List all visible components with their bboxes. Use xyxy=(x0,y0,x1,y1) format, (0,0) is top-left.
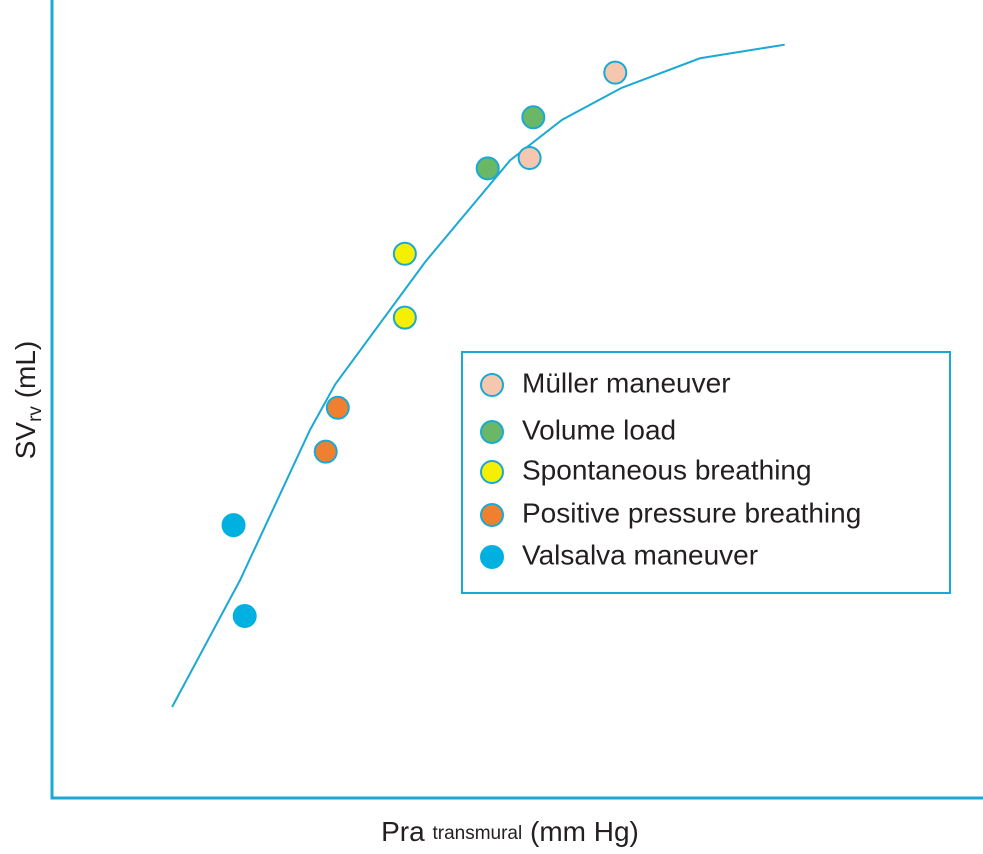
data-point xyxy=(475,156,500,181)
data-point xyxy=(232,604,257,629)
data-point xyxy=(221,513,246,538)
fit-curve xyxy=(171,43,785,708)
x-label-rest: (mm Hg) xyxy=(530,816,639,847)
data-point xyxy=(603,60,628,85)
y-axis-label: SVrv (mL) xyxy=(10,341,46,460)
legend-marker xyxy=(480,420,504,444)
x-axis-label: Pra transmural (mm Hg) xyxy=(381,816,639,847)
legend-marker xyxy=(480,460,504,484)
y-label-main: SV xyxy=(10,422,41,460)
legend-marker xyxy=(480,373,504,397)
legend-label: Spontaneous breathing xyxy=(522,454,812,485)
legend-box xyxy=(461,351,951,594)
data-point xyxy=(517,146,542,171)
y-label-sub: rv xyxy=(25,406,46,422)
data-point xyxy=(521,105,546,130)
legend-label: Volume load xyxy=(522,414,676,445)
y-label-rest: (mL) xyxy=(10,341,41,406)
data-point xyxy=(313,439,338,464)
x-label-main: Pra xyxy=(381,816,425,847)
legend-label: Müller maneuver xyxy=(522,367,731,398)
data-point xyxy=(392,241,417,266)
x-label-sub: transmural xyxy=(432,823,522,844)
legend-marker xyxy=(480,545,504,569)
data-point xyxy=(392,305,417,330)
legend-label: Valsalva maneuver xyxy=(522,539,758,570)
legend-marker xyxy=(480,503,504,527)
legend-label: Positive pressure breathing xyxy=(522,497,861,528)
data-point xyxy=(325,395,350,420)
